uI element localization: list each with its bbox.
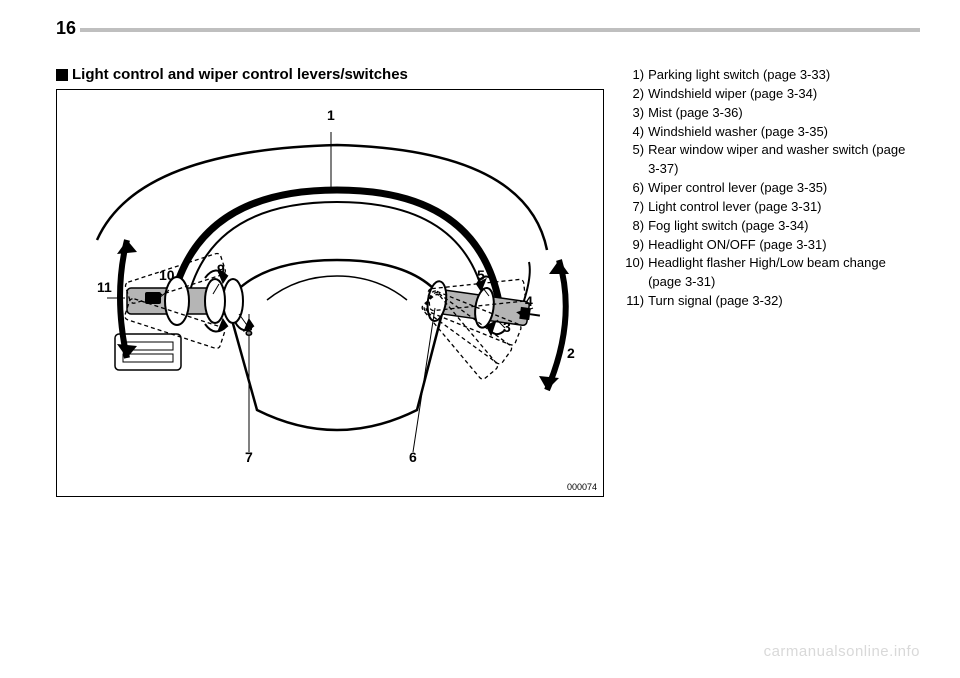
- legend-row: 4)Windshield washer (page 3-35): [624, 123, 920, 142]
- legend-text: Wiper control lever (page 3-35): [648, 179, 920, 198]
- callout-number: 5: [477, 267, 485, 283]
- legend-number: 3): [624, 104, 648, 123]
- legend-text: Windshield wiper (page 3-34): [648, 85, 920, 104]
- legend-row: 1)Parking light switch (page 3-33): [624, 66, 920, 85]
- legend-text: Rear window wiper and washer switch (pag…: [648, 141, 920, 179]
- legend-number: 7): [624, 198, 648, 217]
- legend-number: 8): [624, 217, 648, 236]
- watermark: carmanualsonline.info: [764, 643, 920, 660]
- callout-number: 4: [525, 293, 533, 309]
- callout-number: 7: [245, 449, 253, 465]
- callout-number: 9: [217, 261, 225, 277]
- legend-row: 10)Headlight flasher High/Low beam chang…: [624, 254, 920, 292]
- legend-list: 1)Parking light switch (page 3-33)2)Wind…: [624, 66, 920, 311]
- legend-row: 7)Light control lever (page 3-31): [624, 198, 920, 217]
- legend-text: Headlight flasher High/Low beam change (…: [648, 254, 920, 292]
- legend-text: Mist (page 3-36): [648, 104, 920, 123]
- legend-text: Light control lever (page 3-31): [648, 198, 920, 217]
- header-rule: [80, 28, 920, 32]
- section-title: Light control and wiper control levers/s…: [56, 66, 612, 83]
- legend-number: 9): [624, 236, 648, 255]
- legend-row: 6)Wiper control lever (page 3-35): [624, 179, 920, 198]
- legend-number: 11): [624, 292, 648, 311]
- page-number: 16: [56, 18, 76, 39]
- legend-number: 6): [624, 179, 648, 198]
- callout-number: 11: [97, 279, 112, 295]
- legend-row: 3)Mist (page 3-36): [624, 104, 920, 123]
- legend-row: 11)Turn signal (page 3-32): [624, 292, 920, 311]
- legend-number: 5): [624, 141, 648, 179]
- callout-number: 10: [159, 267, 175, 283]
- callout-number: 1: [327, 107, 335, 123]
- legend-column: 1)Parking light switch (page 3-33)2)Wind…: [612, 66, 920, 497]
- legend-number: 2): [624, 85, 648, 104]
- section-title-text: Light control and wiper control levers/s…: [72, 66, 408, 83]
- callout-number: 2: [567, 345, 575, 361]
- legend-row: 8)Fog light switch (page 3-34): [624, 217, 920, 236]
- steering-diagram: 1 2 34 5 6 7 8 9 10 11: [57, 90, 605, 498]
- manual-page: 16 Light control and wiper control lever…: [0, 0, 960, 678]
- legend-text: Parking light switch (page 3-33): [648, 66, 920, 85]
- legend-row: 9)Headlight ON/OFF (page 3-31): [624, 236, 920, 255]
- legend-text: Headlight ON/OFF (page 3-31): [648, 236, 920, 255]
- legend-row: 5)Rear window wiper and washer switch (p…: [624, 141, 920, 179]
- content-row: Light control and wiper control levers/s…: [56, 66, 920, 497]
- legend-number: 4): [624, 123, 648, 142]
- callout-number: 3: [503, 319, 511, 335]
- callout-number: 8: [245, 323, 253, 339]
- figure-box: 1 2 34 5 6 7 8 9 10 11 000074: [56, 89, 604, 497]
- legend-text: Turn signal (page 3-32): [648, 292, 920, 311]
- callout-number: 6: [409, 449, 417, 465]
- legend-number: 1): [624, 66, 648, 85]
- legend-text: Windshield washer (page 3-35): [648, 123, 920, 142]
- figure-code: 000074: [567, 482, 597, 492]
- square-bullet-icon: [56, 69, 68, 81]
- left-column: Light control and wiper control levers/s…: [56, 66, 612, 497]
- legend-row: 2)Windshield wiper (page 3-34): [624, 85, 920, 104]
- legend-text: Fog light switch (page 3-34): [648, 217, 920, 236]
- legend-number: 10): [624, 254, 648, 292]
